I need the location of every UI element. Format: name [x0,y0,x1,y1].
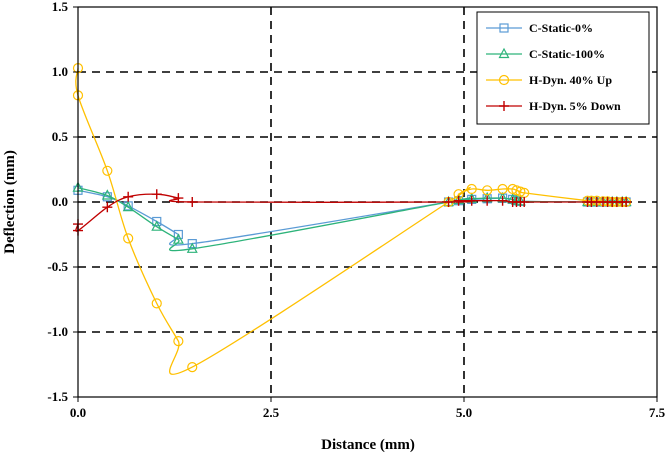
legend-label: C-Static-100% [529,47,605,61]
y-tick-label: 0.0 [52,194,68,209]
data-point-square [187,239,197,249]
y-tick-label: 1.0 [52,64,68,79]
data-point-circle [102,165,113,176]
data-point-triangle [101,189,113,200]
series-layer [72,62,632,375]
data-point-circle [151,298,162,309]
y-tick-label: -1.0 [47,324,68,339]
data-point-circle [187,362,198,373]
legend-label: H-Dyn. 40% Up [529,73,612,87]
y-tick-label: -0.5 [47,259,68,274]
data-point-circle [123,233,134,244]
data-point-triangle [186,242,198,253]
axis-layer: 1.51.00.50.0-0.5-1.0-1.50.0 2.5 5.0 7.5 [47,0,665,420]
data-point-plus [497,195,508,206]
x-tick-label: 5.0 [456,405,472,420]
legend: C-Static-0% C-Static-100% H-Dyn. 40% Up H-D… [476,11,650,125]
data-point-circle [498,74,510,86]
plot-frame [77,6,658,398]
data-point-plus [187,197,198,207]
legend-label: H-Dyn. 5% Down [529,99,621,113]
y-tick-label: 1.5 [52,0,69,14]
x-tick-label: 2.5 [263,405,280,420]
data-point-plus [173,193,184,204]
data-point-triangle [151,220,163,231]
data-point-plus [151,189,162,200]
data-point-plus [453,195,464,206]
y-tick-label: -1.5 [47,389,68,404]
data-point-plus [519,197,530,207]
data-point-circle [466,183,477,195]
data-point-circle [482,185,493,196]
legend-label: C-Static-0% [529,21,593,35]
data-point-triangle [172,233,184,244]
x-tick-label: 7.5 [649,405,666,420]
data-point-plus [621,197,632,207]
x-axis-title: Distance (mm) [321,437,415,453]
legend-box [476,11,650,125]
data-point-square [499,23,509,33]
series-h-dyn-5-down [73,189,632,236]
x-tick-label: 0.0 [70,405,86,420]
data-point-plus [499,101,509,111]
data-point-plus [443,197,454,207]
data-point-circle [497,183,508,195]
y-axis-title: Deflection (mm) [2,150,18,254]
data-point-plus [102,202,113,213]
data-point-triangle [122,200,134,212]
y-tick-label: 0.5 [52,129,69,144]
data-point-plus [123,191,134,202]
data-point-square [152,216,162,227]
data-point-square [173,229,183,240]
data-point-plus [466,195,477,206]
data-point-plus [482,195,493,206]
data-point-triangle [498,47,510,59]
data-point-circle [173,336,184,347]
